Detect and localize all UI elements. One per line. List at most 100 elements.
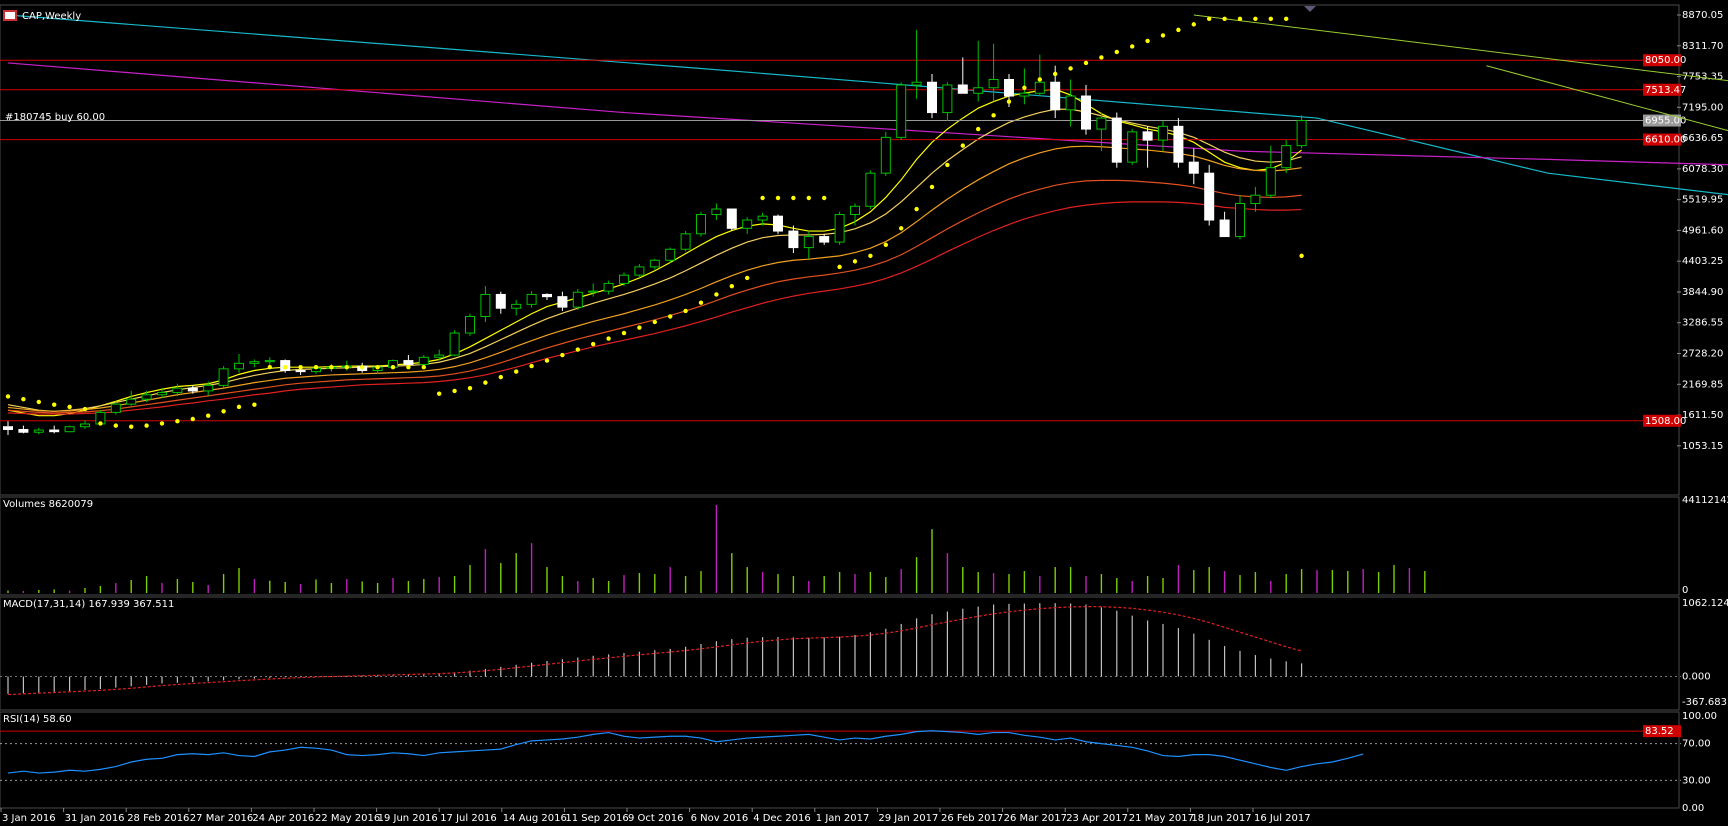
candle-body[interactable] bbox=[1004, 78, 1014, 97]
hline-price-tag bbox=[1643, 414, 1681, 427]
candle-body[interactable] bbox=[218, 368, 229, 386]
candle-body[interactable] bbox=[572, 291, 583, 308]
sar-dot bbox=[899, 226, 904, 231]
candle-body[interactable] bbox=[141, 394, 152, 400]
candle-body[interactable] bbox=[172, 387, 183, 394]
candle-body[interactable] bbox=[1281, 145, 1292, 169]
candle-body[interactable] bbox=[1173, 125, 1184, 163]
sar-dot bbox=[113, 423, 119, 428]
sar-dot bbox=[621, 330, 627, 336]
candle-body[interactable] bbox=[757, 215, 768, 221]
candle-body[interactable] bbox=[434, 354, 445, 358]
candle-body[interactable] bbox=[773, 215, 783, 232]
candle-body[interactable] bbox=[665, 248, 676, 261]
candle-body[interactable] bbox=[988, 78, 999, 89]
candle-body[interactable] bbox=[634, 266, 645, 276]
candle-body[interactable] bbox=[110, 403, 121, 413]
candle-body[interactable] bbox=[33, 429, 44, 433]
time-tick-label: 31 Jan 2016 bbox=[65, 813, 125, 824]
candle-body[interactable] bbox=[680, 233, 691, 250]
candle-body[interactable] bbox=[865, 172, 876, 207]
candle-body[interactable] bbox=[1219, 219, 1230, 238]
candle-body[interactable] bbox=[696, 214, 706, 235]
candle-body[interactable] bbox=[1050, 81, 1061, 111]
candle-body[interactable] bbox=[1081, 95, 1091, 130]
candle-body[interactable] bbox=[1111, 117, 1122, 163]
candle-body[interactable] bbox=[403, 360, 414, 365]
candle-body[interactable] bbox=[1065, 95, 1076, 111]
candle-body[interactable] bbox=[1265, 167, 1276, 196]
candle-body[interactable] bbox=[911, 81, 922, 86]
candle-body[interactable] bbox=[819, 236, 830, 243]
candle-body[interactable] bbox=[1158, 125, 1168, 141]
candle-body[interactable] bbox=[157, 392, 167, 396]
candle-body[interactable] bbox=[495, 293, 506, 309]
candle-body[interactable] bbox=[418, 356, 429, 365]
rsi-axis-label: 100.00 bbox=[1682, 711, 1717, 722]
candle-body[interactable] bbox=[234, 362, 244, 370]
sar-dot bbox=[1160, 33, 1166, 38]
candle-body[interactable] bbox=[896, 84, 907, 138]
sar-dot bbox=[1284, 16, 1289, 22]
candle-body[interactable] bbox=[465, 315, 475, 334]
candle-body[interactable] bbox=[711, 208, 722, 216]
sar-dot bbox=[1099, 55, 1104, 60]
sar-dot bbox=[467, 385, 473, 391]
candle-body[interactable] bbox=[526, 293, 537, 305]
candle-body[interactable] bbox=[1204, 172, 1215, 221]
candle-body[interactable] bbox=[449, 332, 460, 356]
candle-body[interactable] bbox=[726, 208, 737, 229]
candle-body[interactable] bbox=[187, 387, 198, 392]
candle-body[interactable] bbox=[1142, 131, 1153, 141]
candle-body[interactable] bbox=[3, 426, 13, 430]
candle-body[interactable] bbox=[18, 428, 29, 433]
trend-line[interactable] bbox=[1486, 65, 1728, 207]
candle-body[interactable] bbox=[834, 214, 845, 243]
sar-dot bbox=[914, 206, 919, 212]
candle-body[interactable] bbox=[49, 429, 60, 433]
volume-pane[interactable] bbox=[0, 496, 1680, 596]
candle-body[interactable] bbox=[1235, 203, 1245, 238]
candle-body[interactable] bbox=[511, 303, 522, 309]
candle-body[interactable] bbox=[850, 205, 860, 216]
candle-body[interactable] bbox=[880, 136, 891, 174]
candle-body[interactable] bbox=[588, 290, 599, 293]
candle-body[interactable] bbox=[1296, 120, 1307, 147]
candle-body[interactable] bbox=[203, 384, 214, 392]
candle-body[interactable] bbox=[126, 398, 137, 405]
candle-body[interactable] bbox=[957, 84, 968, 94]
rsi-pane[interactable] bbox=[0, 711, 1680, 809]
candle-body[interactable] bbox=[1096, 117, 1107, 130]
sar-dot bbox=[883, 242, 888, 248]
candle-body[interactable] bbox=[1034, 81, 1045, 94]
trade-label: #180745 buy 60.00 bbox=[5, 112, 105, 123]
candle-body[interactable] bbox=[927, 81, 937, 114]
candle-body[interactable] bbox=[1127, 131, 1138, 163]
candle-body[interactable] bbox=[557, 296, 568, 308]
candle-body[interactable] bbox=[649, 259, 660, 268]
candle-body[interactable] bbox=[1019, 92, 1030, 97]
candle-body[interactable] bbox=[619, 274, 629, 284]
ma-line-ma5 bbox=[7, 201, 1302, 415]
candle-body[interactable] bbox=[742, 219, 753, 229]
candle-body[interactable] bbox=[1188, 161, 1199, 174]
candle-body[interactable] bbox=[803, 236, 814, 249]
candle-body[interactable] bbox=[264, 360, 275, 363]
candle-body[interactable] bbox=[603, 282, 614, 292]
candle-body[interactable] bbox=[64, 426, 75, 433]
candle-body[interactable] bbox=[249, 361, 260, 364]
candle-body[interactable] bbox=[942, 84, 953, 114]
candle-body[interactable] bbox=[542, 293, 552, 298]
sar-dot bbox=[698, 300, 704, 305]
candle-body[interactable] bbox=[1250, 194, 1261, 205]
candle-body[interactable] bbox=[295, 370, 306, 373]
trend-line[interactable] bbox=[1193, 14, 1728, 115]
macd-pane[interactable] bbox=[0, 596, 1680, 711]
candle-body[interactable] bbox=[480, 293, 491, 317]
chart-shift-marker-icon[interactable] bbox=[1304, 6, 1316, 12]
price-pane[interactable] bbox=[0, 4, 1680, 496]
candle-body[interactable] bbox=[973, 87, 984, 94]
candle-body[interactable] bbox=[80, 423, 90, 428]
candle-body[interactable] bbox=[788, 230, 799, 249]
